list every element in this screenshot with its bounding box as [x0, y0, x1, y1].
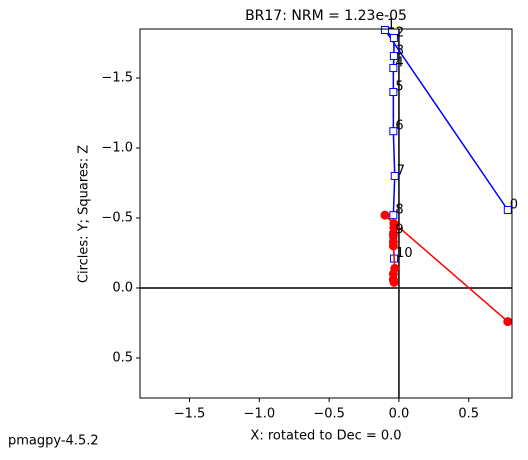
- point-label: 0: [510, 198, 518, 213]
- circle-marker: [388, 230, 398, 240]
- point-label: 7: [397, 163, 405, 178]
- footer: pmagpy-4.5.2: [8, 434, 99, 449]
- point-label: 3: [396, 44, 404, 59]
- axes-frame: [139, 28, 513, 399]
- square-marker: [389, 52, 398, 61]
- square-marker: [503, 206, 512, 215]
- circle-marker: [388, 241, 398, 251]
- x-tick-label: −1.0: [244, 407, 276, 422]
- y-tick-label: −1.5: [101, 70, 133, 85]
- circle-marker: [503, 317, 513, 327]
- circle-marker: [380, 210, 390, 220]
- square-marker: [389, 64, 398, 73]
- circle-marker: [389, 223, 399, 233]
- x-tick-label: −1.5: [174, 407, 206, 422]
- circle-marker: [389, 277, 399, 287]
- x-axis-label: X: rotated to Dec = 0.0: [250, 429, 401, 444]
- y-tick-label: 0.0: [112, 280, 133, 295]
- point-label: 8: [395, 203, 403, 218]
- x-tick-label: −0.5: [313, 407, 345, 422]
- y-tick-label: 0.5: [112, 350, 133, 365]
- square-marker: [390, 171, 399, 180]
- square-marker: [389, 127, 398, 136]
- point-label: 5: [395, 79, 403, 94]
- point-label: 9: [395, 222, 403, 237]
- chart-title: BR17: NRM = 1.23e-05: [245, 8, 407, 24]
- y-tick-label: −1.0: [101, 140, 133, 155]
- point-label: 10: [396, 246, 413, 261]
- square-marker: [389, 87, 398, 96]
- square-marker: [380, 25, 389, 34]
- square-marker: [389, 211, 398, 220]
- square-marker: [389, 33, 398, 42]
- x-tick-label: 0.0: [389, 407, 410, 422]
- y-axis-label: Circles: Y; Squares: Z: [77, 145, 92, 283]
- point-label: 1: [387, 17, 395, 32]
- point-label: 6: [395, 119, 403, 134]
- point-label: 2: [396, 25, 404, 40]
- y-tick-label: −0.5: [101, 210, 133, 225]
- x-tick-label: 0.5: [458, 407, 479, 422]
- point-label: 4: [395, 56, 403, 71]
